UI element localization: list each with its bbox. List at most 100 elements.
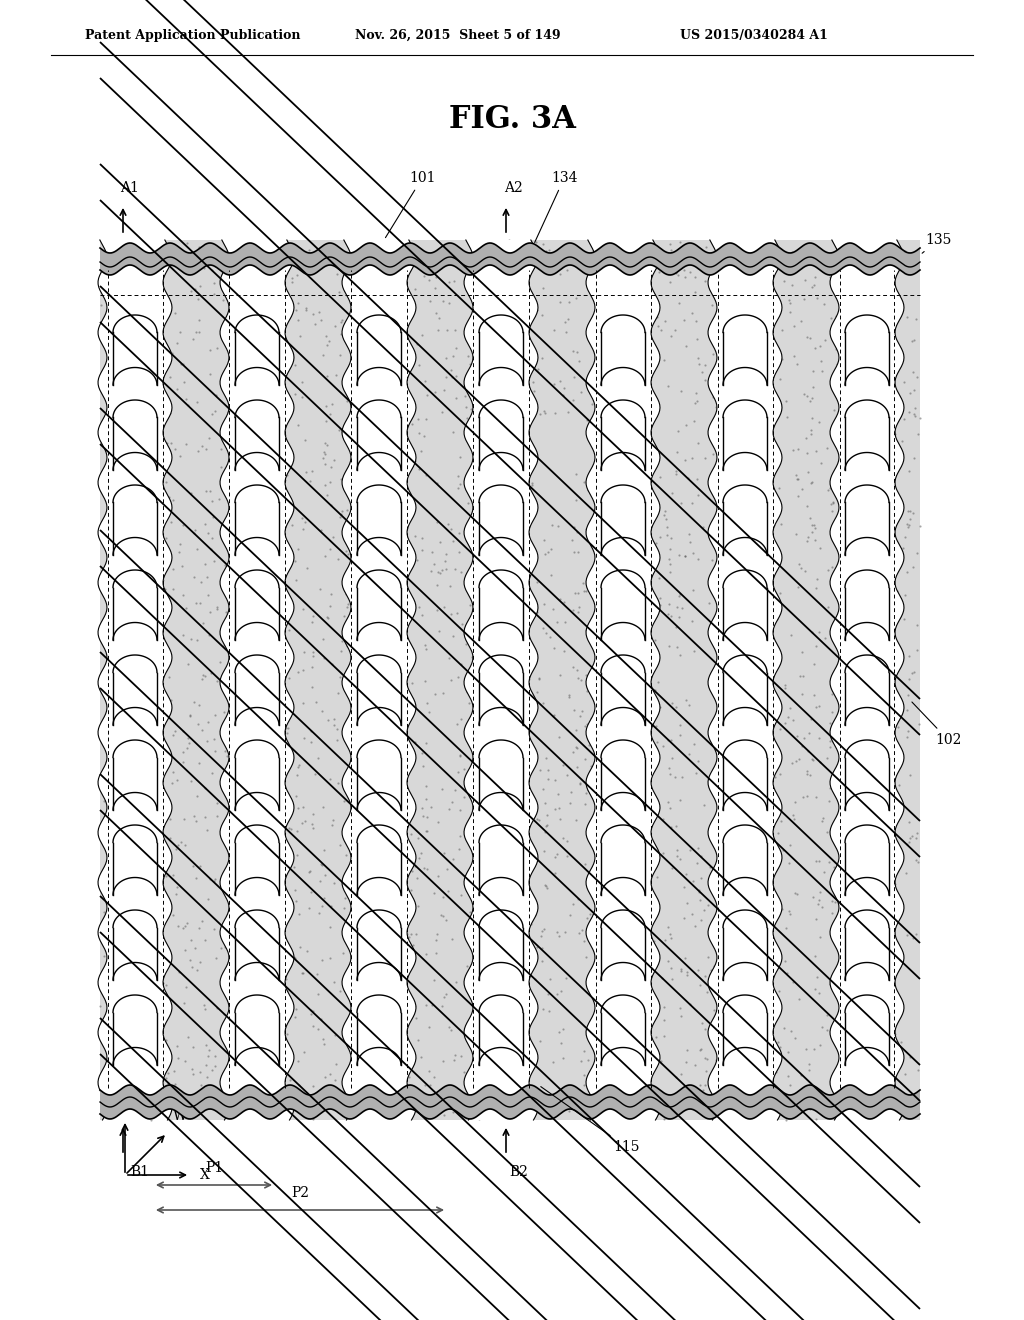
Point — [184, 1063, 201, 1084]
Point — [393, 599, 410, 620]
Point — [662, 234, 678, 255]
Point — [631, 337, 647, 358]
Point — [534, 939, 550, 960]
Point — [297, 429, 313, 450]
Point — [143, 487, 160, 508]
Point — [497, 294, 513, 315]
Point — [296, 727, 312, 748]
Point — [696, 1019, 713, 1040]
Point — [794, 1080, 810, 1101]
Point — [401, 601, 418, 622]
Point — [360, 401, 377, 422]
Point — [684, 611, 700, 632]
Point — [131, 585, 147, 606]
Point — [636, 355, 652, 376]
Point — [263, 903, 280, 924]
Point — [375, 422, 391, 444]
Point — [671, 585, 687, 606]
Point — [278, 425, 294, 446]
Point — [575, 471, 592, 492]
Point — [825, 420, 842, 441]
Point — [644, 898, 660, 919]
Point — [673, 961, 689, 982]
Point — [771, 993, 787, 1014]
Point — [664, 729, 680, 750]
Point — [353, 539, 370, 560]
Point — [177, 834, 194, 855]
Point — [893, 993, 909, 1014]
Point — [233, 900, 250, 921]
Point — [736, 401, 753, 422]
Point — [237, 946, 253, 968]
Point — [519, 776, 536, 797]
Point — [778, 1109, 795, 1130]
Point — [478, 752, 495, 774]
Point — [421, 269, 437, 290]
Point — [540, 1085, 556, 1106]
Point — [540, 759, 556, 780]
Point — [191, 309, 208, 330]
Point — [347, 891, 364, 912]
Point — [481, 366, 498, 387]
Point — [590, 688, 606, 709]
Point — [745, 777, 762, 799]
Point — [239, 288, 255, 309]
Point — [559, 846, 575, 867]
Point — [317, 865, 334, 886]
Point — [158, 471, 174, 492]
Point — [175, 371, 191, 392]
Point — [503, 874, 519, 895]
Point — [266, 793, 283, 814]
Point — [882, 1074, 898, 1096]
Point — [369, 277, 385, 298]
Point — [421, 1060, 437, 1081]
Point — [171, 961, 187, 982]
Point — [279, 706, 295, 727]
Point — [710, 644, 726, 665]
Point — [212, 651, 228, 672]
Point — [258, 968, 274, 989]
Point — [159, 408, 175, 429]
Point — [663, 817, 679, 838]
Point — [884, 593, 900, 614]
Point — [95, 791, 112, 812]
Point — [774, 319, 791, 341]
Point — [255, 573, 271, 594]
Point — [672, 231, 688, 252]
Point — [577, 1040, 593, 1061]
Point — [698, 249, 715, 271]
Point — [632, 310, 648, 331]
Point — [507, 586, 523, 607]
Point — [442, 359, 459, 380]
Point — [811, 851, 827, 873]
Point — [895, 409, 911, 430]
Point — [620, 953, 636, 974]
Point — [546, 374, 562, 395]
Point — [387, 632, 403, 653]
Point — [871, 408, 888, 429]
Point — [152, 863, 168, 884]
Point — [732, 335, 749, 356]
Point — [536, 618, 552, 639]
Point — [561, 685, 578, 706]
Point — [820, 479, 837, 500]
Point — [718, 519, 734, 540]
Point — [772, 513, 788, 535]
Point — [782, 302, 799, 323]
Point — [768, 609, 784, 630]
Point — [93, 513, 110, 535]
Point — [366, 400, 382, 421]
Point — [632, 1015, 648, 1036]
Point — [268, 743, 285, 764]
Point — [446, 1049, 463, 1071]
Point — [871, 1104, 888, 1125]
Point — [148, 498, 165, 519]
Point — [845, 1027, 861, 1048]
Point — [289, 845, 305, 866]
Point — [117, 919, 133, 940]
Point — [743, 248, 760, 269]
Point — [579, 409, 595, 430]
Point — [818, 747, 835, 768]
Point — [839, 253, 855, 275]
Point — [614, 346, 631, 367]
